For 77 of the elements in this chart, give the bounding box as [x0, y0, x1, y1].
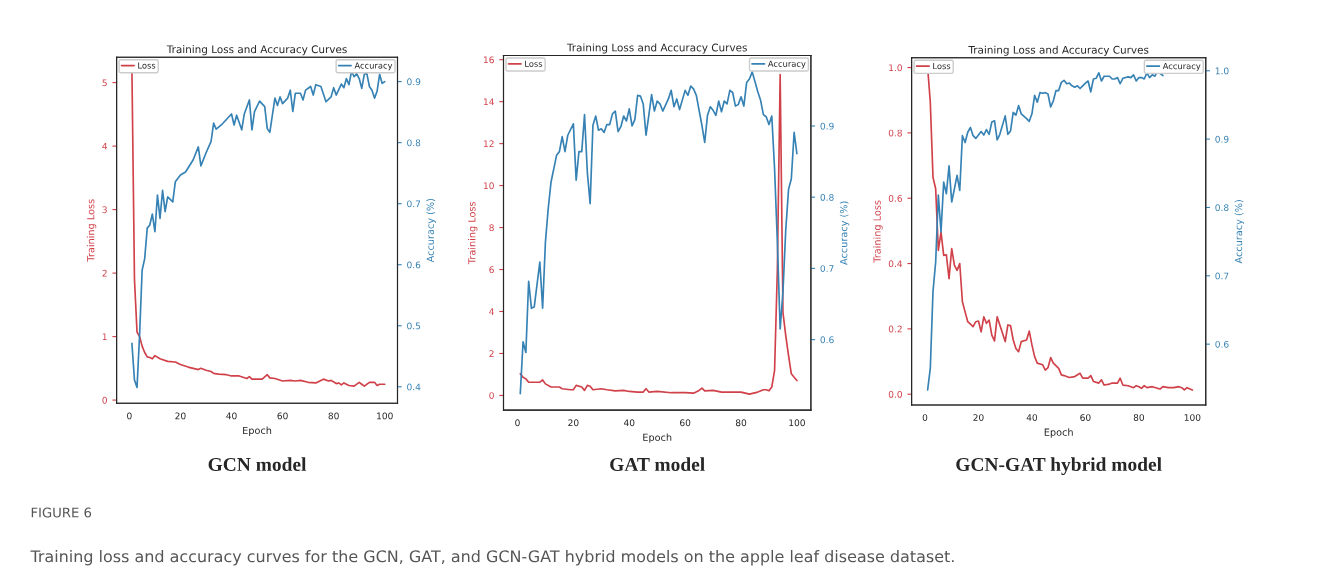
y2-tick-label: 0.7 — [407, 200, 421, 208]
legend-label: Accuracy — [767, 60, 806, 69]
y-tick-label: 12 — [483, 140, 494, 148]
y2-axis-title: Accuracy (%) — [426, 198, 436, 263]
x-tick-label: 80 — [328, 412, 339, 420]
y-tick-label: 0 — [102, 396, 107, 404]
y2-tick-label: 0.6 — [407, 261, 421, 269]
y-tick-label: 0.0 — [888, 390, 902, 398]
x-tick-label: 0 — [127, 412, 132, 420]
x-axis-title: Epoch — [643, 433, 672, 443]
y-tick-label: 0.8 — [888, 129, 902, 137]
x-tick-label: 100 — [1184, 414, 1201, 421]
legend-label: Accuracy — [354, 62, 393, 71]
x-tick-label: 40 — [623, 419, 635, 427]
x-tick-label: 20 — [175, 412, 186, 420]
x-tick-label: 100 — [789, 419, 805, 427]
y2-tick-label: 0.6 — [820, 336, 834, 344]
y2-tick-label: 0.5 — [407, 322, 421, 330]
x-tick-label: 100 — [377, 412, 393, 420]
legend-label: Loss — [525, 60, 543, 67]
y2-tick-label: 0.8 — [1215, 204, 1229, 212]
legend-label: Accuracy — [1162, 63, 1201, 71]
chart-title: Training Loss and Accuracy Curves — [566, 43, 747, 54]
x-tick-label: 20 — [973, 414, 984, 421]
y2-tick-label: 1.0 — [1215, 67, 1229, 75]
y-tick-label: 0 — [489, 392, 494, 399]
x-tick-label: 0 — [515, 419, 520, 427]
y-tick-label: 6 — [489, 266, 494, 274]
y2-tick-label: 0.9 — [820, 122, 834, 130]
text: GAT model — [610, 457, 705, 472]
y-tick-label: 2 — [102, 269, 107, 277]
y2-tick-label: 0.9 — [1215, 135, 1229, 143]
text: GCN model — [208, 457, 307, 472]
y-tick-label: 4 — [102, 142, 108, 150]
y2-tick-label: 0.7 — [1215, 272, 1229, 280]
y-tick-label: 10 — [483, 182, 494, 190]
x-tick-label: 80 — [735, 419, 747, 427]
chart-title: Training Loss and Accuracy Curves — [166, 45, 347, 56]
x-tick-label: 40 — [1026, 414, 1038, 421]
x-tick-label: 0 — [922, 414, 928, 421]
y-tick-label: 14 — [483, 98, 494, 106]
legend-label: Loss — [933, 63, 951, 70]
y-tick-label: 16 — [483, 56, 494, 64]
y-tick-label: 0.6 — [888, 194, 902, 202]
x-tick-label: 20 — [568, 419, 579, 427]
y-tick-label: 8 — [489, 224, 494, 232]
y-tick-label: 1.0 — [889, 64, 902, 72]
y-axis-title: Training Loss — [468, 201, 478, 265]
y2-tick-label: 0.8 — [820, 193, 834, 201]
y-axis-title: Training Loss — [873, 200, 883, 263]
y-tick-label: 5 — [102, 79, 107, 87]
x-axis-title: Epoch — [1044, 428, 1073, 438]
y-tick-label: 0.2 — [888, 325, 902, 333]
y2-tick-label: 0.6 — [1215, 340, 1229, 348]
text: GCN-GAT hybrid model — [956, 457, 1162, 476]
y2-axis-title: Accuracy (%) — [1234, 200, 1245, 264]
y-tick-label: 0.4 — [888, 260, 903, 268]
y-tick-label: 2 — [489, 350, 494, 357]
y-tick-label: 3 — [102, 206, 107, 214]
x-tick-label: 60 — [277, 412, 288, 420]
y2-tick-label: 0.4 — [407, 383, 421, 391]
x-tick-label: 40 — [226, 412, 237, 420]
y2-axis-title: Accuracy (%) — [839, 201, 850, 265]
y-axis-title: Training Loss — [86, 199, 97, 262]
x-tick-label: 60 — [680, 419, 691, 427]
x-tick-label: 80 — [1133, 414, 1145, 421]
y2-tick-label: 0.8 — [407, 139, 421, 147]
y2-tick-label: 0.7 — [820, 265, 834, 272]
x-tick-label: 60 — [1080, 414, 1091, 421]
x-axis-title: Epoch — [243, 426, 272, 436]
chart-title: Training Loss and Accuracy Curves — [968, 45, 1149, 56]
y-tick-label: 1 — [102, 333, 107, 341]
y2-tick-label: 0.9 — [407, 78, 421, 86]
y-tick-label: 4 — [489, 308, 494, 315]
caption: FIGURE 6 — [31, 507, 92, 518]
text: Training loss and accuracy curves for the GCN, GAT, and GCN-GAT hybrid models on the apple leaf disease dataset. — [30, 549, 954, 566]
legend-label: Loss — [138, 62, 156, 69]
